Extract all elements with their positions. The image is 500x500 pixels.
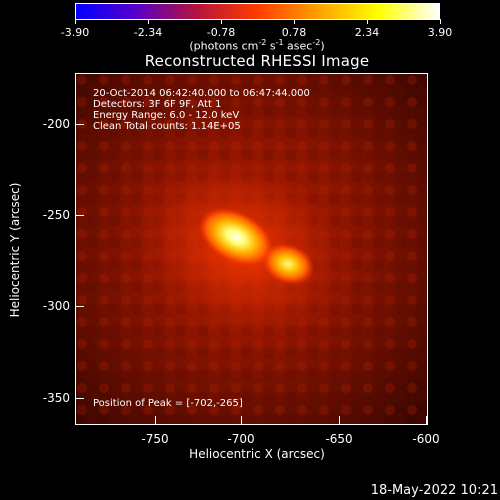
y-tick-label: -250 xyxy=(42,208,70,222)
colorbar-tick-label: 0.78 xyxy=(281,26,307,39)
colorbar-tick-mark xyxy=(439,19,441,24)
colorbar-tick-mark xyxy=(220,19,222,24)
unit-part: ) xyxy=(320,39,325,53)
colorbar-tick-label: -3.90 xyxy=(60,26,90,39)
y-tick-label: -350 xyxy=(42,391,70,405)
y-tick-mark xyxy=(76,305,84,307)
image-plot-area: 20-Oct-2014 06:42:40.000 to 06:47:44.000… xyxy=(75,73,428,425)
info-peak-position: Position of Peak = [-702,-265] xyxy=(93,398,243,409)
secondary-source xyxy=(261,243,315,285)
colorbar-tick-mark xyxy=(366,19,368,24)
x-tick-label: -600 xyxy=(412,432,440,446)
y-tick-mark xyxy=(76,123,84,125)
y-tick-mark xyxy=(76,214,84,216)
y-tick-mark xyxy=(76,397,84,399)
colorbar-unit-label: (photons cm-2 s-1 asec-2) xyxy=(189,38,324,53)
unit-exp: -2 xyxy=(312,38,321,47)
info-time-range: 20-Oct-2014 06:42:40.000 to 06:47:44.000 xyxy=(93,88,310,99)
solar-image xyxy=(76,74,427,424)
info-total-counts: Clean Total counts: 1.14E+05 xyxy=(93,121,241,132)
x-tick-mark xyxy=(338,416,340,424)
x-tick-label: -750 xyxy=(141,432,169,446)
x-tick-mark xyxy=(240,416,242,424)
colorbar-tick-label: 2.34 xyxy=(354,26,380,39)
unit-part: (photons cm xyxy=(189,39,259,53)
colorbar-tick-label: -0.78 xyxy=(206,26,236,39)
info-detectors: Detectors: 3F 6F 9F, Att 1 xyxy=(93,99,222,110)
timestamp: 18-May-2022 10:21 xyxy=(370,483,498,498)
x-tick-label: -650 xyxy=(325,432,353,446)
colorbar-tick-label: 3.90 xyxy=(427,26,453,39)
colorbar-tick-mark xyxy=(74,19,76,24)
colorbar-tick-mark xyxy=(147,19,149,24)
colorbar xyxy=(75,3,440,20)
x-axis-label: Heliocentric X (arcsec) xyxy=(189,447,325,461)
x-tick-label: -700 xyxy=(227,432,255,446)
y-tick-label: -200 xyxy=(42,117,70,131)
unit-exp: -2 xyxy=(258,38,267,47)
colorbar-tick-label: -2.34 xyxy=(133,26,163,39)
plot-title: Reconstructed RHESSI Image xyxy=(144,52,370,70)
unit-part: s xyxy=(266,39,276,53)
colorbar-gradient xyxy=(76,4,439,19)
unit-exp: -1 xyxy=(275,38,284,47)
unit-part: asec xyxy=(283,39,313,53)
primary-source xyxy=(198,208,274,266)
x-tick-mark xyxy=(154,416,156,424)
x-tick-mark xyxy=(425,416,427,424)
info-energy-range: Energy Range: 6.0 - 12.0 keV xyxy=(93,110,240,121)
colorbar-tick-mark xyxy=(293,19,295,24)
y-axis-label: Heliocentric Y (arcsec) xyxy=(8,182,22,318)
y-tick-label: -300 xyxy=(42,299,70,313)
